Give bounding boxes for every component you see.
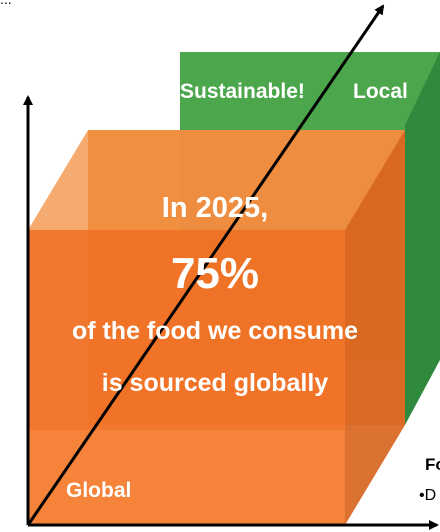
label-sustainable: Sustainable! xyxy=(180,80,305,103)
arrow-up-icon xyxy=(22,92,34,104)
diagonal-axis xyxy=(26,4,385,526)
side-face-orange xyxy=(345,130,405,525)
side-face-green xyxy=(405,52,440,425)
statement-line-1: of the food we consume xyxy=(71,317,359,345)
label-local: Local xyxy=(353,80,408,103)
side-heading: Fo xyxy=(425,455,440,474)
top-caption: ... xyxy=(0,0,12,7)
statement-year: In 2025, xyxy=(161,192,269,224)
arrow-diagonal-icon xyxy=(375,4,387,16)
inner-panel xyxy=(28,230,345,430)
label-global: Global xyxy=(66,479,132,502)
statement-percent: 75% xyxy=(170,249,260,298)
statement-line-2: is sourced globally xyxy=(101,369,329,397)
arrow-right-icon xyxy=(428,519,440,531)
side-bullet: •D xyxy=(419,487,437,504)
front-face-orange xyxy=(28,230,345,525)
